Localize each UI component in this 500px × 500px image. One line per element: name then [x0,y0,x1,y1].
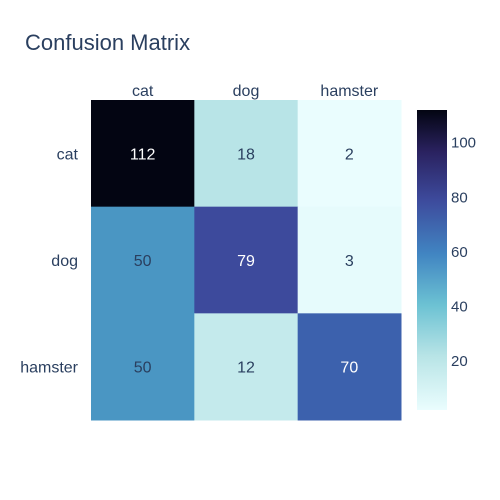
colorbar-tick-label: 20 [451,353,468,370]
y-axis-ticks: cat dog hamster [20,146,78,376]
y-tick-label: cat [57,146,79,163]
colorbar-tick-label: 40 [451,298,468,315]
cell-value-label: 12 [237,360,255,377]
heatmap-cells: 112 18 2 50 79 3 50 12 70 [91,100,402,421]
cell-value-label: 50 [134,253,152,270]
cell-value-label: 70 [340,360,358,377]
y-tick-label: hamster [20,360,78,377]
cell-value-label: 112 [130,146,156,163]
colorbar-tick-label: 80 [451,189,468,206]
heatmap-cell [194,206,299,314]
heatmap-cell [297,100,402,208]
x-tick-label: cat [132,83,154,100]
cell-value-label: 79 [237,253,255,270]
colorbar-gradient [417,110,447,410]
heatmap-cell [194,313,299,421]
x-axis-ticks: cat dog hamster [132,83,379,100]
x-tick-label: hamster [320,83,378,100]
cell-value-label: 3 [345,253,354,270]
heatmap-cell [91,313,195,421]
chart-title: Confusion Matrix [25,30,190,55]
cell-value-label: 50 [134,360,152,377]
cell-value-label: 2 [345,146,354,163]
x-tick-label: dog [233,83,260,100]
heatmap-cell [91,100,195,208]
colorbar-tick-label: 60 [451,244,468,261]
y-tick-label: dog [51,253,78,270]
cell-value-label: 18 [237,146,255,163]
colorbar-ticks: 20 40 60 80 100 [451,135,476,370]
heatmap-cell [297,206,402,314]
heatmap-cell [194,100,299,208]
heatmap-cell [91,206,195,314]
colorbar: 20 40 60 80 100 [417,110,476,410]
heatmap-cell [297,313,402,421]
colorbar-tick-label: 100 [451,135,476,152]
